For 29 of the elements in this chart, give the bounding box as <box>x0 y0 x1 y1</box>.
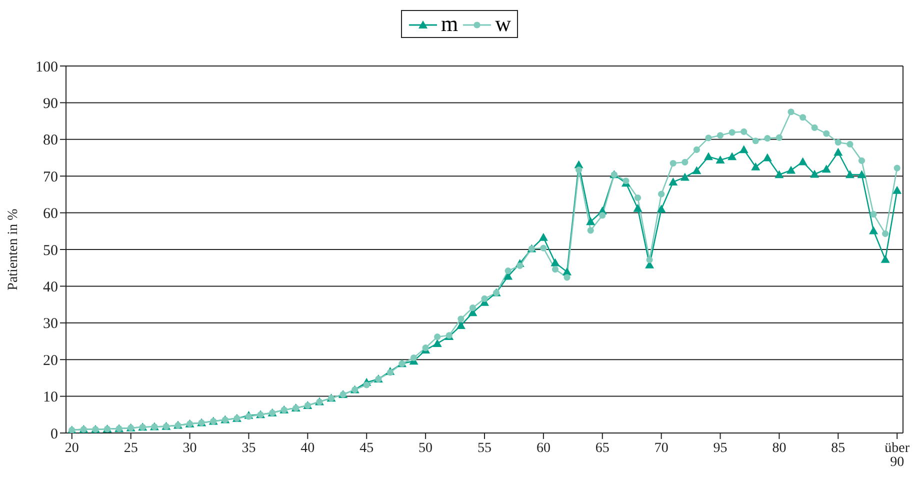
y-tick-label: 40 <box>43 280 58 296</box>
x-tick-label: 70 <box>654 441 668 456</box>
y-tick-label: 0 <box>50 426 58 442</box>
legend-label: m <box>440 11 458 37</box>
x-tick-label: 65 <box>595 441 610 456</box>
y-tick-label: 30 <box>43 316 58 332</box>
x-tick-label: über 90 <box>884 441 910 470</box>
y-tick-label: 70 <box>43 169 58 186</box>
y-tick-label: 20 <box>43 352 58 369</box>
x-tick-label: 50 <box>418 441 433 456</box>
y-axis-title: Patienten in % <box>6 208 21 290</box>
y-tick-label: 10 <box>43 390 58 406</box>
x-tick-label: 40 <box>300 441 315 456</box>
x-tick-label: 60 <box>536 441 550 456</box>
y-tick-label: 60 <box>43 206 58 222</box>
x-tick-label: 55 <box>478 441 492 456</box>
y-tick-label: 80 <box>43 132 58 149</box>
x-tick-label: 35 <box>242 441 256 456</box>
y-tick-label: 90 <box>43 96 58 112</box>
x-tick-label: 45 <box>360 441 374 456</box>
y-tick-label: 50 <box>43 242 58 259</box>
legend-label: w <box>495 11 511 37</box>
x-tick-label: 95 <box>713 441 728 456</box>
y-tick-label: 100 <box>36 59 58 76</box>
x-tick-label: 80 <box>772 441 786 456</box>
x-tick-label: 20 <box>64 441 79 456</box>
x-tick-label: 85 <box>831 441 846 456</box>
x-tick-label: 30 <box>182 441 197 456</box>
x-tick-label: 25 <box>124 441 138 456</box>
